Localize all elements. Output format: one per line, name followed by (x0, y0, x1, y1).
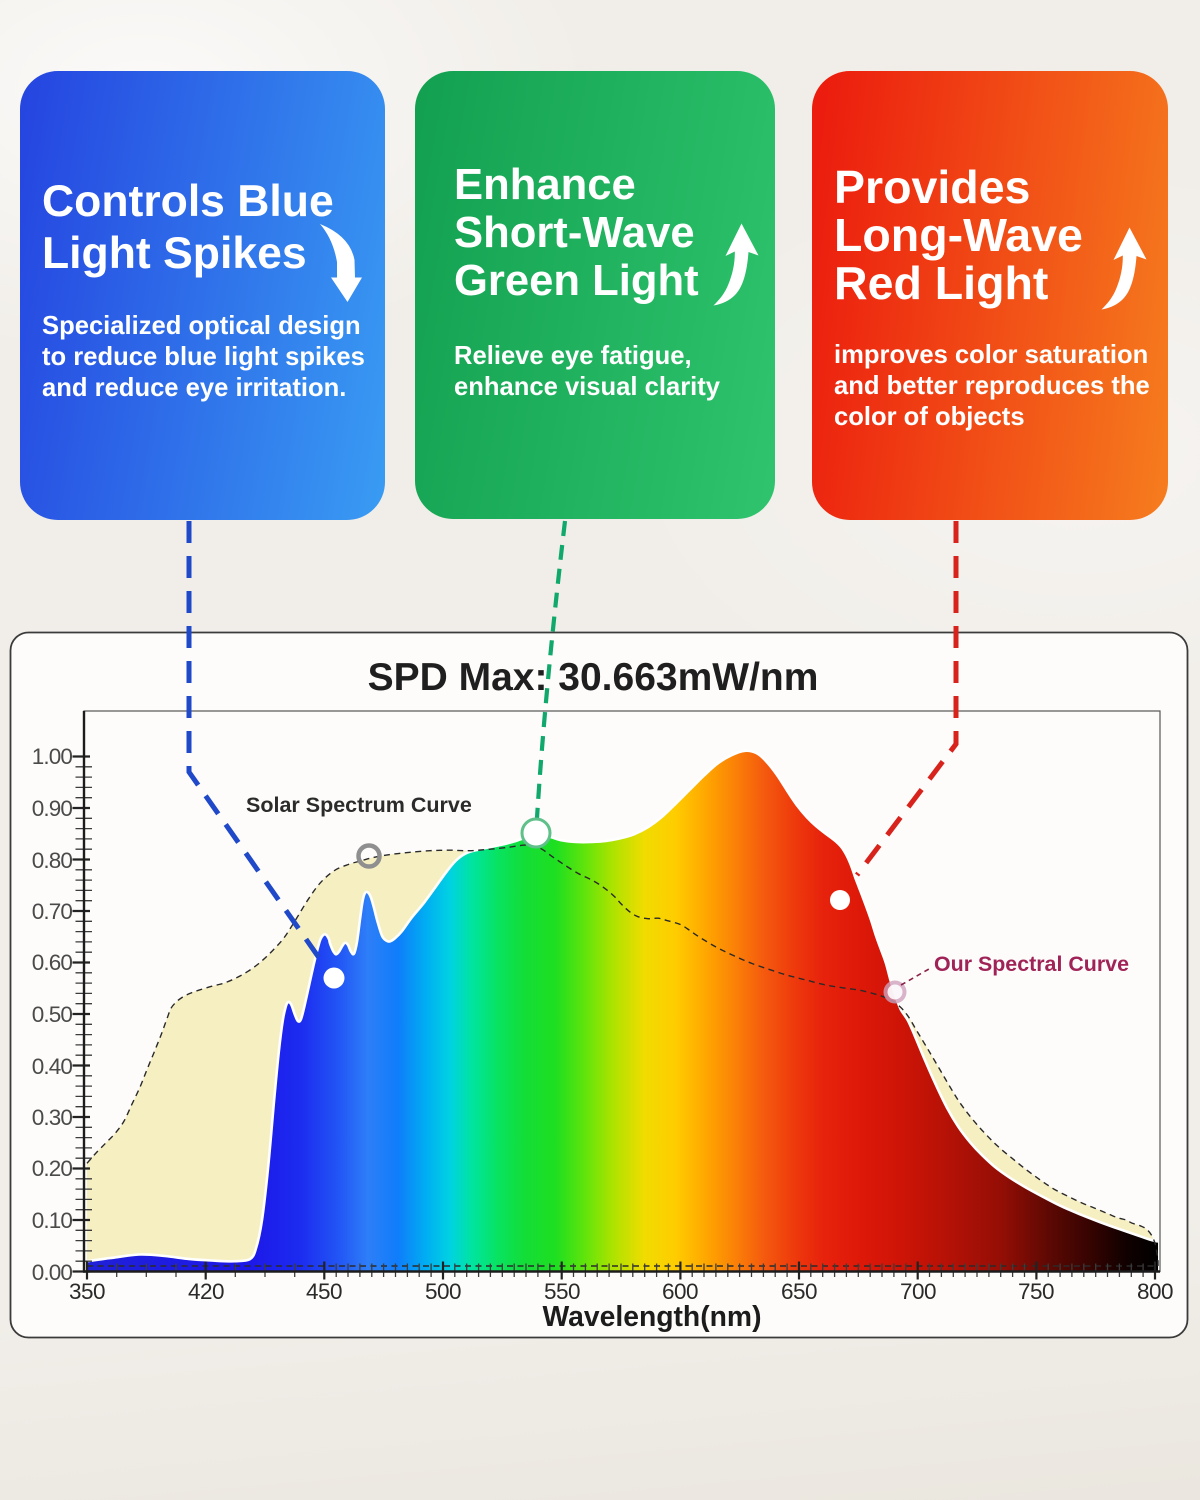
svg-text:0.10: 0.10 (32, 1208, 73, 1233)
svg-text:550: 550 (544, 1279, 580, 1304)
svg-text:750: 750 (1018, 1279, 1054, 1304)
svg-text:0.00: 0.00 (32, 1260, 73, 1285)
svg-text:500: 500 (425, 1279, 461, 1304)
svg-text:600: 600 (662, 1279, 698, 1304)
svg-text:650: 650 (781, 1279, 817, 1304)
svg-text:SPD Max: 30.663mW/nm: SPD Max: 30.663mW/nm (368, 656, 819, 699)
svg-text:450: 450 (306, 1279, 342, 1304)
svg-text:0.20: 0.20 (32, 1156, 73, 1181)
svg-text:Wavelength(nm): Wavelength(nm) (542, 1300, 761, 1332)
svg-text:1.00: 1.00 (32, 744, 73, 769)
svg-text:Solar Spectrum Curve: Solar Spectrum Curve (246, 793, 472, 817)
svg-text:0.70: 0.70 (32, 899, 73, 924)
svg-text:0.60: 0.60 (32, 950, 73, 975)
svg-text:0.40: 0.40 (32, 1054, 73, 1079)
svg-text:0.30: 0.30 (32, 1105, 73, 1130)
svg-text:0.90: 0.90 (32, 796, 73, 821)
svg-text:420: 420 (188, 1279, 224, 1304)
svg-text:0.80: 0.80 (32, 848, 73, 873)
svg-text:350: 350 (69, 1279, 105, 1304)
svg-text:800: 800 (1137, 1279, 1173, 1304)
svg-text:Our Spectral Curve: Our Spectral Curve (934, 952, 1129, 976)
svg-text:700: 700 (900, 1279, 936, 1304)
svg-text:0.50: 0.50 (32, 1002, 73, 1027)
